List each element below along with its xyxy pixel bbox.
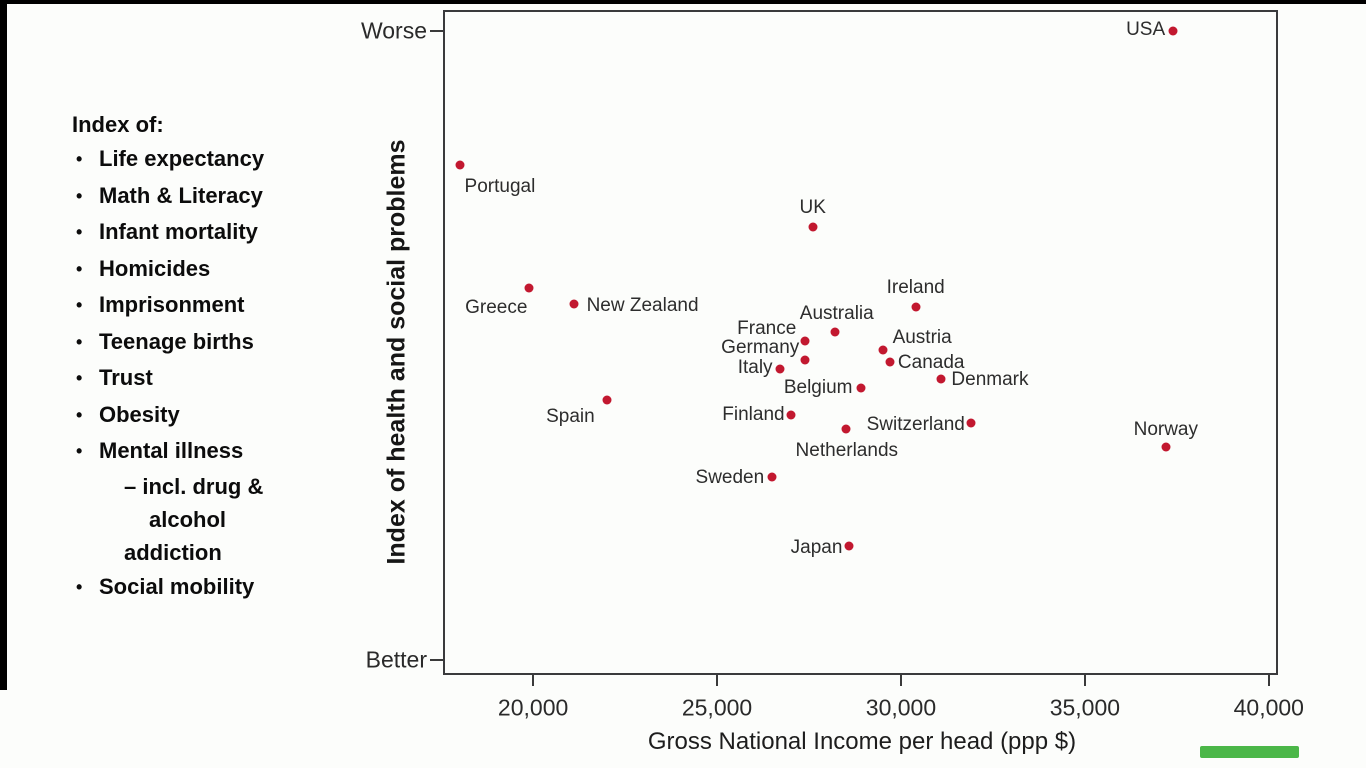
- scatter-point-canada: [885, 357, 895, 367]
- legend-item-label: Obesity: [99, 401, 180, 427]
- country-label-netherlands: Netherlands: [795, 440, 899, 461]
- legend-item-subline: addiction: [124, 539, 222, 565]
- scatter-point-italy: [775, 364, 785, 374]
- legend-item: • Math & Literacy: [72, 178, 372, 215]
- bullet-icon: •: [76, 576, 83, 597]
- scatter-point-uk: [808, 222, 818, 232]
- scatter-point-netherlands: [841, 424, 851, 434]
- scatter-point-belgium: [856, 383, 865, 393]
- country-label-norway: Norway: [1133, 418, 1198, 440]
- legend-item: • Life expectancy: [72, 141, 372, 178]
- legend-item-label: Math & Literacy: [99, 182, 263, 208]
- country-label-spain: Spain: [546, 406, 595, 428]
- country-label-canada: Canada: [897, 351, 965, 373]
- country-label-italy: Italy: [737, 356, 773, 378]
- y-axis-label-worse: Worse: [360, 17, 427, 44]
- plot-area: [443, 10, 1278, 675]
- scatter-point-australia: [830, 327, 840, 337]
- x-axis-tick-label: 40,000: [1233, 694, 1304, 721]
- country-label-switzerland: Switzerland: [866, 413, 965, 435]
- scatter-point-new-zealand: [569, 299, 579, 309]
- legend-item: • Teenage births: [72, 324, 372, 361]
- country-label-uk: UK: [799, 197, 826, 219]
- bullet-icon: •: [76, 441, 83, 461]
- letterbox-left-bar: [0, 0, 7, 690]
- legend-item-label: Trust: [99, 365, 153, 390]
- bullet-icon: •: [76, 185, 83, 206]
- bullet-icon: •: [76, 222, 83, 242]
- country-label-japan: Japan: [790, 537, 843, 559]
- legend-item: • Mental illness – incl. drug & alcohol addi…: [72, 433, 372, 569]
- scatter-point-portugal: [455, 160, 465, 170]
- x-axis-tick-label: 25,000: [681, 694, 753, 721]
- legend-item-label: Teenage births: [99, 328, 254, 354]
- legend-item-label: Mental illness: [99, 438, 244, 463]
- x-axis-tick: [1083, 675, 1086, 686]
- scatter-point-austria: [878, 345, 888, 355]
- x-axis-tick: [899, 675, 902, 686]
- scatter-point-france: [800, 336, 810, 346]
- y-axis-tick-better: [430, 659, 443, 661]
- country-label-france: France: [737, 317, 797, 339]
- scatter-point-japan: [844, 541, 854, 551]
- country-label-australia: Australia: [799, 303, 874, 325]
- bullet-icon: •: [76, 368, 83, 388]
- country-label-austria: Austria: [892, 326, 952, 348]
- bullet-icon: •: [76, 295, 83, 315]
- country-label-sweden: Sweden: [695, 466, 765, 488]
- letterbox-top-bar: [0, 0, 1366, 4]
- country-label-greece: Greece: [465, 297, 528, 319]
- country-label-ireland: Ireland: [886, 276, 945, 298]
- legend-item: • Homicides: [72, 251, 372, 288]
- country-label-new-zealand: New Zealand: [586, 294, 699, 316]
- legend-item: • Social mobility: [72, 569, 372, 606]
- bullet-icon: •: [76, 149, 83, 169]
- video-progress-bar: [1200, 746, 1299, 758]
- legend-item-subline: alcohol: [149, 506, 227, 532]
- bullet-icon: •: [76, 331, 83, 352]
- scatter-point-switzerland: [966, 418, 976, 428]
- country-label-finland: Finland: [722, 403, 785, 425]
- scatter-point-ireland: [911, 302, 921, 312]
- y-axis-label-better: Better: [365, 646, 427, 673]
- scatter-point-denmark: [936, 374, 946, 384]
- scatter-point-spain: [602, 395, 612, 405]
- legend-item: • Infant mortality: [72, 214, 372, 251]
- x-axis-title: Gross National Income per head (ppp $): [647, 728, 1077, 755]
- country-label-germany: Germany: [721, 336, 800, 358]
- x-axis-tick-label: 35,000: [1049, 694, 1121, 721]
- y-axis-title: Index of health and social problems: [382, 139, 411, 565]
- y-axis-tick-worse: [430, 30, 443, 32]
- scatter-point-germany: [800, 355, 810, 365]
- legend-item-label: Social mobility: [99, 573, 255, 599]
- scatter-point-norway: [1161, 442, 1171, 452]
- index-legend: Index of: • Life expectancy • Math & Litera…: [72, 108, 372, 605]
- country-label-usa: USA: [1126, 18, 1166, 40]
- legend-list: • Life expectancy • Math & Literacy • Infant …: [72, 141, 372, 605]
- legend-item-label: Homicides: [99, 255, 211, 281]
- legend-item-label: Imprisonment: [99, 292, 245, 317]
- scatter-point-greece: [524, 283, 534, 293]
- country-label-denmark: Denmark: [951, 368, 1029, 390]
- legend-item-label: Life expectancy: [99, 146, 265, 171]
- x-axis-tick-label: 20,000: [497, 694, 569, 721]
- x-axis-tick-label: 30,000: [865, 694, 937, 721]
- legend-item: • Trust: [72, 360, 372, 397]
- country-label-belgium: Belgium: [783, 377, 853, 399]
- x-axis-tick: [1267, 675, 1270, 686]
- legend-item-subline: – incl. drug &: [124, 473, 264, 499]
- x-axis-tick: [716, 675, 719, 686]
- legend-item: • Imprisonment: [72, 287, 372, 324]
- scatter-point-finland: [786, 410, 796, 420]
- x-axis-tick: [532, 675, 535, 686]
- scatter-point-usa: [1168, 26, 1178, 36]
- legend-item: • Obesity: [72, 397, 372, 434]
- country-label-portugal: Portugal: [464, 175, 536, 197]
- scatter-point-sweden: [767, 472, 777, 482]
- legend-title: Index of:: [72, 112, 164, 137]
- bullet-icon: •: [76, 258, 83, 279]
- legend-item-label: Infant mortality: [99, 219, 258, 244]
- bullet-icon: •: [76, 404, 83, 425]
